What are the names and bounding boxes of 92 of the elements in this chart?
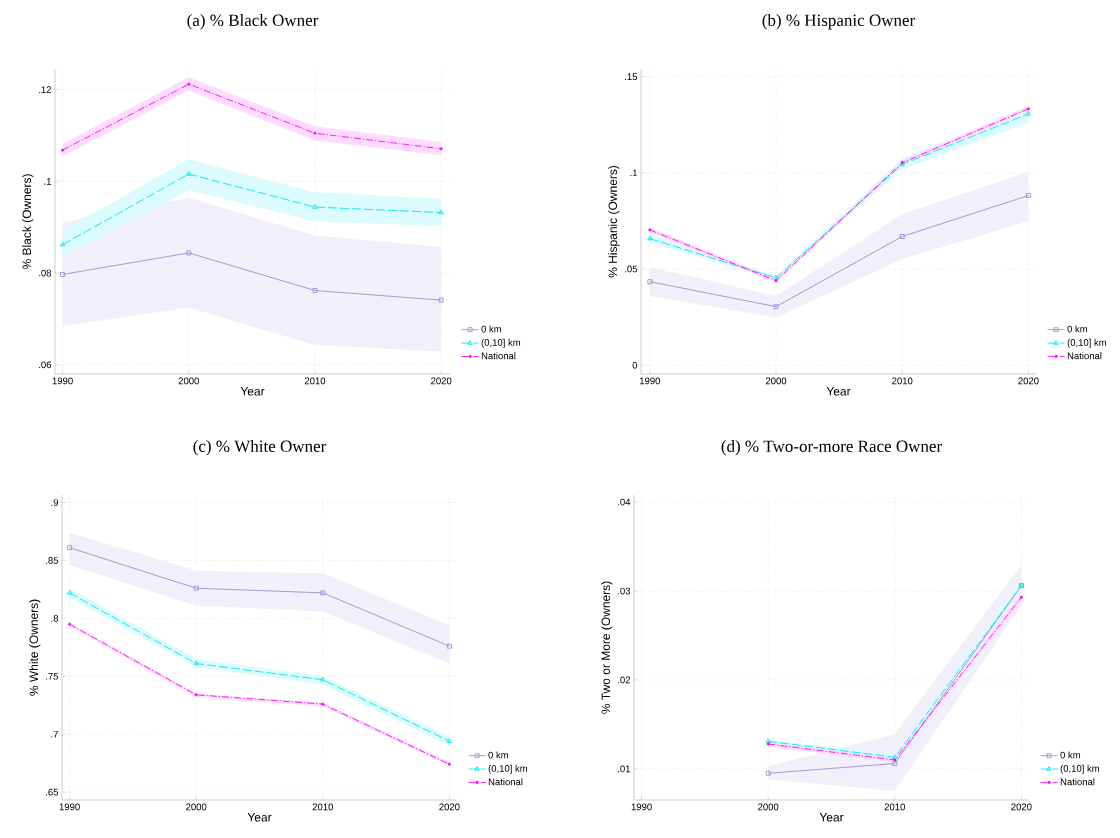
x-tick-label: 2010 — [884, 803, 905, 811]
point — [773, 304, 779, 310]
legend-label: (0,10] km — [488, 764, 528, 774]
y-tick-label: .15 — [625, 73, 638, 80]
x-axis-title: Year — [247, 813, 272, 822]
point — [647, 235, 653, 241]
y-tick-label: .1 — [44, 178, 52, 185]
point — [321, 702, 325, 706]
point — [892, 754, 898, 759]
y-tick-label: .9 — [51, 499, 59, 506]
x-tick-label: 2020 — [439, 803, 460, 811]
point — [312, 204, 318, 209]
legend-label: 0 km — [1067, 325, 1088, 333]
point — [194, 693, 198, 697]
y-tick-label: 0 — [632, 361, 638, 369]
chart-title: (a) % Black Owner — [187, 14, 319, 30]
x-tick-label: 1990 — [52, 377, 73, 385]
point — [648, 228, 652, 232]
legend-label: National — [1060, 778, 1095, 786]
point — [1025, 110, 1032, 116]
y-axis-title: % Two or More (Owners) — [601, 581, 613, 714]
point — [320, 676, 326, 682]
chart-title: (d) % Two-or-more Race Owner — [721, 440, 942, 456]
point — [439, 147, 443, 151]
legend-label: (0,10] km — [1060, 764, 1100, 774]
point — [1026, 107, 1030, 111]
point — [186, 250, 192, 256]
legend-label: 0 km — [481, 325, 502, 333]
point — [61, 148, 65, 152]
x-tick-label: 2000 — [186, 803, 207, 811]
y-tick-label: .03 — [618, 587, 631, 595]
point — [892, 761, 898, 766]
point — [193, 585, 199, 591]
x-tick-label: 2020 — [1018, 377, 1039, 385]
x-tick-label: 2020 — [1011, 803, 1032, 811]
point — [312, 288, 318, 293]
legend-label: National — [481, 352, 516, 360]
y-tick-label: .65 — [46, 788, 59, 796]
point — [313, 131, 317, 135]
legend-label: National — [1067, 352, 1102, 360]
y-tick-label: .04 — [618, 498, 631, 506]
x-tick-label: 2020 — [431, 377, 452, 385]
legend-label: (0,10] km — [481, 338, 521, 348]
y-axis-title: % Black (Owners) — [22, 174, 34, 270]
point — [899, 234, 905, 239]
point — [765, 738, 771, 743]
point — [446, 738, 453, 743]
x-axis-title: Year — [819, 813, 844, 822]
y-tick-label: .7 — [51, 730, 59, 738]
y-axis-title: % Hispanic (Owners) — [608, 165, 620, 278]
legend-label: National — [488, 778, 523, 786]
chart-title: (c) % White Owner — [193, 440, 327, 456]
x-axis-title: Year — [826, 387, 851, 396]
point — [193, 660, 199, 666]
x-tick-label: 2010 — [312, 803, 333, 811]
point — [893, 758, 897, 762]
y-tick-label: .05 — [625, 265, 638, 273]
y-tick-label: .85 — [46, 557, 59, 564]
point — [447, 762, 451, 766]
x-tick-label: 1990 — [639, 377, 661, 385]
y-axis-title: % White (Owners) — [29, 599, 41, 696]
point — [773, 274, 779, 280]
x-tick-label: 1990 — [59, 803, 80, 811]
legend-label: 0 km — [488, 751, 509, 759]
x-tick-label: 2010 — [892, 377, 913, 385]
point — [320, 590, 326, 596]
x-tick-label: 1990 — [631, 803, 652, 811]
x-tick-label: 2010 — [304, 377, 326, 385]
point — [438, 209, 444, 215]
x-tick-label: 2000 — [758, 803, 779, 811]
point — [59, 241, 66, 247]
point — [186, 171, 192, 176]
y-tick-label: .75 — [46, 672, 59, 680]
y-tick-label: .1 — [630, 169, 637, 177]
y-tick-label: .08 — [39, 269, 52, 277]
y-tick-label: .8 — [51, 614, 59, 622]
point — [68, 622, 72, 626]
point — [766, 742, 770, 746]
y-tick-label: .01 — [618, 765, 630, 773]
point — [66, 589, 73, 595]
point — [774, 279, 778, 283]
y-tick-label: .06 — [39, 361, 52, 369]
legend-label: 0 km — [1060, 751, 1081, 759]
legend-label: (0,10] km — [1067, 338, 1107, 348]
y-tick-label: .02 — [618, 676, 630, 684]
chart-title: (b) % Hispanic Owner — [762, 14, 916, 30]
y-tick-label: .12 — [39, 86, 52, 93]
x-tick-label: 2000 — [765, 377, 787, 385]
x-tick-label: 2000 — [178, 377, 199, 385]
point — [187, 82, 191, 86]
x-axis-title: Year — [240, 387, 265, 396]
point — [1019, 595, 1023, 599]
